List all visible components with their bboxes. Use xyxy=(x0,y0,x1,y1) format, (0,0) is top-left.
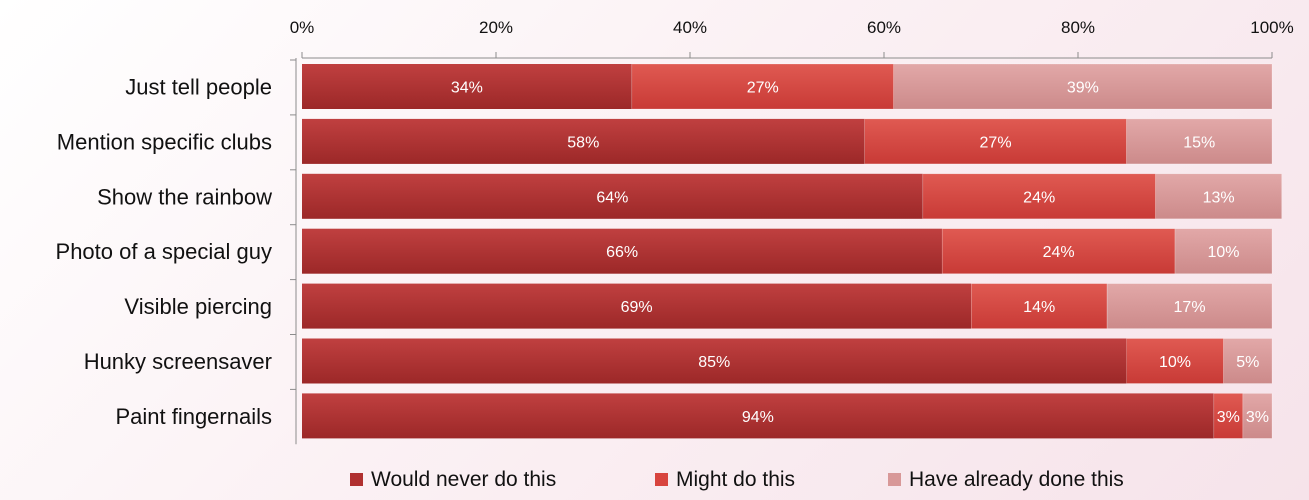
data-label: 66% xyxy=(606,244,638,261)
bar-segment xyxy=(631,63,894,110)
category-label: Visible piercing xyxy=(124,294,272,319)
bar-segment xyxy=(302,338,1127,384)
bar-segment xyxy=(864,118,1127,165)
x-tick-label: 0% xyxy=(290,18,315,37)
data-label: 39% xyxy=(1067,80,1099,97)
data-label: 69% xyxy=(621,299,653,316)
legend-label: Might do this xyxy=(676,468,795,491)
legend-swatch xyxy=(350,473,363,486)
data-label: 3% xyxy=(1217,409,1240,426)
data-label: 5% xyxy=(1236,354,1259,371)
x-tick-label: 40% xyxy=(673,18,707,37)
bar-segment xyxy=(893,63,1273,110)
data-label: 94% xyxy=(742,409,774,426)
data-label: 27% xyxy=(747,80,779,97)
x-tick-label: 80% xyxy=(1061,18,1095,37)
category-label: Photo of a special guy xyxy=(56,239,272,264)
bars: 34% 27% 39% 58% 27% 15% 64% 24% 13% 66% 24% 10% 69% 1… xyxy=(302,63,1282,439)
bar-segment xyxy=(1242,393,1273,439)
data-label: 10% xyxy=(1159,354,1191,371)
data-label: 14% xyxy=(1023,299,1055,316)
bar-segment xyxy=(302,283,972,329)
legend-swatch xyxy=(655,473,668,486)
legend-label: Would never do this xyxy=(371,468,556,491)
category-label: Just tell people xyxy=(125,75,272,100)
data-label: 58% xyxy=(567,134,599,151)
bar-segment xyxy=(941,228,1176,274)
data-label: 34% xyxy=(451,80,483,97)
data-label: 3% xyxy=(1246,409,1269,426)
x-axis: 0% 20% 40% 60% 80% 100% xyxy=(290,18,1294,59)
category-label: Paint fingernails xyxy=(115,404,272,429)
data-label: 15% xyxy=(1183,134,1215,151)
bar-segment xyxy=(302,118,865,164)
bar-segment xyxy=(922,173,1156,220)
bar-segment xyxy=(302,173,923,219)
data-label: 64% xyxy=(596,189,628,206)
x-tick-label: 60% xyxy=(867,18,901,37)
data-label: 24% xyxy=(1043,244,1075,261)
bar-segment xyxy=(1106,283,1273,329)
bar-segment xyxy=(1126,118,1273,165)
bar-segment xyxy=(302,64,632,109)
category-label: Mention specific clubs xyxy=(57,129,272,154)
bar-segment xyxy=(1126,338,1224,384)
category-axis: Just tell people Mention specific clubs Sh… xyxy=(56,58,297,445)
data-label: 10% xyxy=(1207,244,1239,261)
x-tick-label: 20% xyxy=(479,18,513,37)
bar-segment xyxy=(302,393,1214,439)
bar-segment xyxy=(302,228,943,274)
category-label: Show the rainbow xyxy=(97,184,272,209)
legend: Would never do this Might do this Have alr… xyxy=(350,468,1124,491)
data-label: 13% xyxy=(1203,189,1235,206)
data-label: 24% xyxy=(1023,189,1055,206)
data-label: 27% xyxy=(980,134,1012,151)
data-label: 85% xyxy=(698,354,730,371)
data-label: 17% xyxy=(1174,299,1206,316)
legend-label: Have already done this xyxy=(909,468,1124,491)
category-label: Hunky screensaver xyxy=(84,349,272,374)
bar-segment xyxy=(1155,173,1282,220)
bar-segment xyxy=(1174,228,1273,274)
legend-swatch xyxy=(888,473,901,486)
x-tick-label: 100% xyxy=(1250,18,1293,37)
bar-segment xyxy=(1223,338,1273,384)
